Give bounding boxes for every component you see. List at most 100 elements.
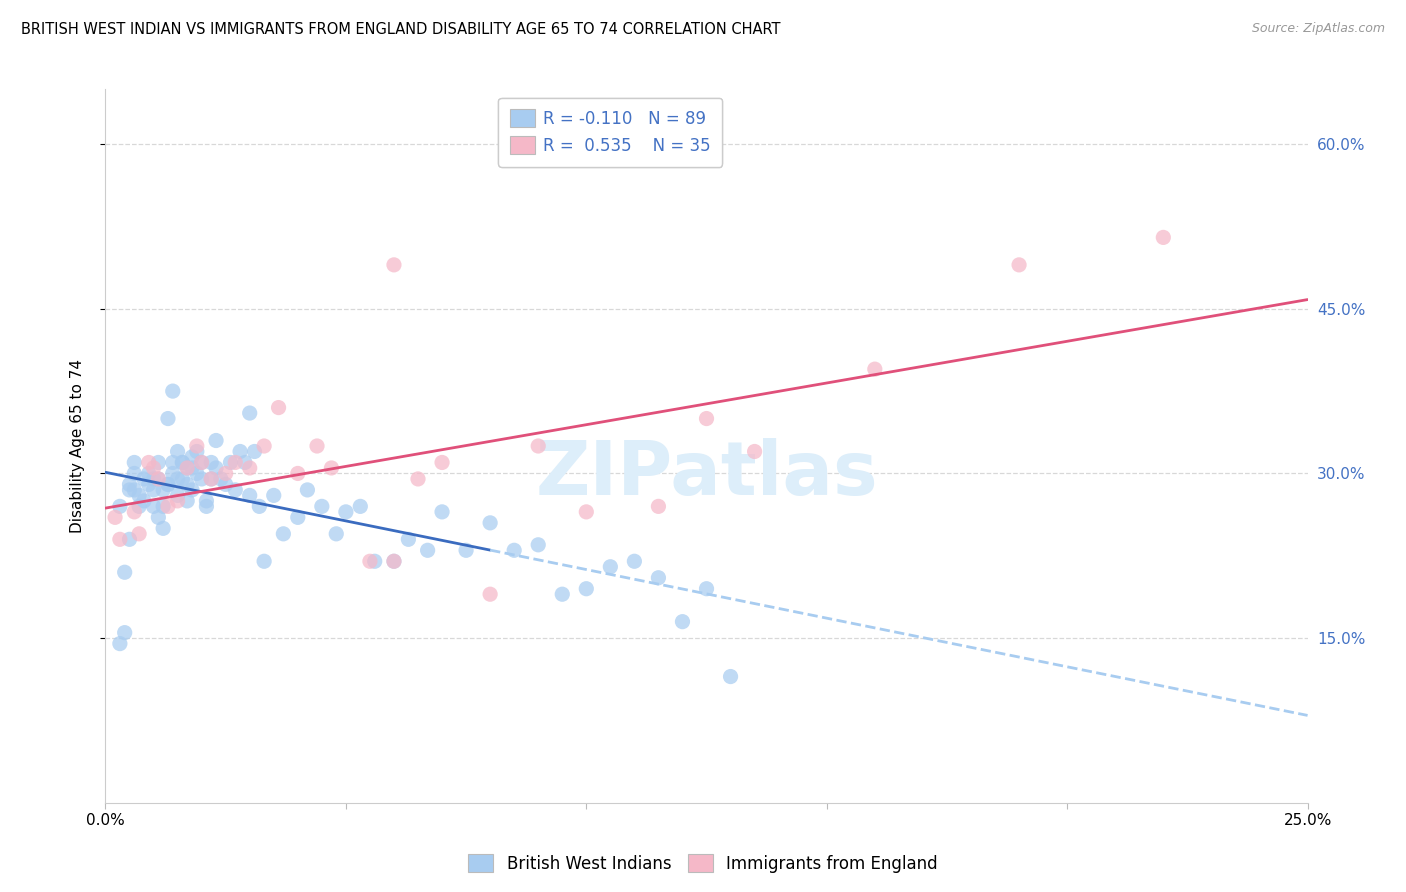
Point xyxy=(744,444,766,458)
Point xyxy=(406,472,429,486)
Point xyxy=(186,439,208,453)
Point xyxy=(263,488,285,502)
Point xyxy=(132,472,155,486)
Point xyxy=(551,587,574,601)
Point xyxy=(152,500,174,514)
Point xyxy=(172,455,194,469)
Point xyxy=(430,455,453,469)
Text: BRITISH WEST INDIAN VS IMMIGRANTS FROM ENGLAND DISABILITY AGE 65 TO 74 CORRELATI: BRITISH WEST INDIAN VS IMMIGRANTS FROM E… xyxy=(21,22,780,37)
Point xyxy=(186,467,208,481)
Point xyxy=(190,455,212,469)
Point xyxy=(108,500,131,514)
Point xyxy=(267,401,290,415)
Point xyxy=(382,554,405,568)
Point xyxy=(479,516,502,530)
Point xyxy=(176,461,198,475)
Point xyxy=(124,483,146,497)
Point xyxy=(118,533,141,547)
Point xyxy=(108,533,131,547)
Point xyxy=(190,472,212,486)
Point xyxy=(527,439,550,453)
Point xyxy=(181,450,204,464)
Legend: R = -0.110   N = 89, R =  0.535    N = 35: R = -0.110 N = 89, R = 0.535 N = 35 xyxy=(498,97,723,167)
Point xyxy=(671,615,693,629)
Point xyxy=(416,543,439,558)
Point xyxy=(156,477,179,491)
Point xyxy=(311,500,333,514)
Point xyxy=(128,500,150,514)
Point xyxy=(335,505,357,519)
Point xyxy=(162,455,184,469)
Point xyxy=(205,461,228,475)
Point xyxy=(253,439,276,453)
Legend: British West Indians, Immigrants from England: British West Indians, Immigrants from En… xyxy=(461,847,945,880)
Point xyxy=(623,554,645,568)
Point xyxy=(219,455,242,469)
Point xyxy=(1152,230,1174,244)
Point xyxy=(305,439,328,453)
Point xyxy=(297,483,319,497)
Point xyxy=(114,566,136,580)
Point xyxy=(166,444,188,458)
Point xyxy=(205,434,228,448)
Point xyxy=(287,510,309,524)
Point xyxy=(575,505,598,519)
Point xyxy=(430,505,453,519)
Point xyxy=(382,554,405,568)
Point xyxy=(118,477,141,491)
Point xyxy=(382,258,405,272)
Point xyxy=(1008,258,1031,272)
Point xyxy=(224,455,246,469)
Point xyxy=(599,559,621,574)
Point xyxy=(128,488,150,502)
Point xyxy=(156,477,179,491)
Point xyxy=(148,472,170,486)
Point xyxy=(124,505,146,519)
Point xyxy=(239,406,262,420)
Point xyxy=(209,472,232,486)
Point xyxy=(454,543,477,558)
Point xyxy=(214,467,236,481)
Point xyxy=(114,625,136,640)
Point xyxy=(243,444,266,458)
Point xyxy=(325,526,347,541)
Point xyxy=(503,543,526,558)
Point xyxy=(176,494,198,508)
Point xyxy=(124,455,146,469)
Point xyxy=(647,500,669,514)
Point xyxy=(148,472,170,486)
Point xyxy=(349,500,371,514)
Point xyxy=(138,467,160,481)
Point xyxy=(359,554,381,568)
Point xyxy=(166,494,188,508)
Point xyxy=(156,500,179,514)
Point xyxy=(138,477,160,491)
Point xyxy=(321,461,343,475)
Point xyxy=(190,455,212,469)
Point xyxy=(142,472,165,486)
Point xyxy=(253,554,276,568)
Point xyxy=(152,483,174,497)
Text: Source: ZipAtlas.com: Source: ZipAtlas.com xyxy=(1251,22,1385,36)
Point xyxy=(152,521,174,535)
Point xyxy=(195,500,218,514)
Point xyxy=(162,384,184,398)
Point xyxy=(132,494,155,508)
Point xyxy=(166,488,188,502)
Point xyxy=(696,582,718,596)
Point xyxy=(229,444,252,458)
Point xyxy=(148,510,170,524)
Point xyxy=(647,571,669,585)
Point xyxy=(273,526,295,541)
Point xyxy=(224,483,246,497)
Point xyxy=(214,477,236,491)
Point xyxy=(195,494,218,508)
Point xyxy=(696,411,718,425)
Point xyxy=(148,455,170,469)
Point xyxy=(479,587,502,601)
Point xyxy=(181,461,204,475)
Point xyxy=(166,472,188,486)
Point xyxy=(575,582,598,596)
Point xyxy=(142,483,165,497)
Y-axis label: Disability Age 65 to 74: Disability Age 65 to 74 xyxy=(70,359,84,533)
